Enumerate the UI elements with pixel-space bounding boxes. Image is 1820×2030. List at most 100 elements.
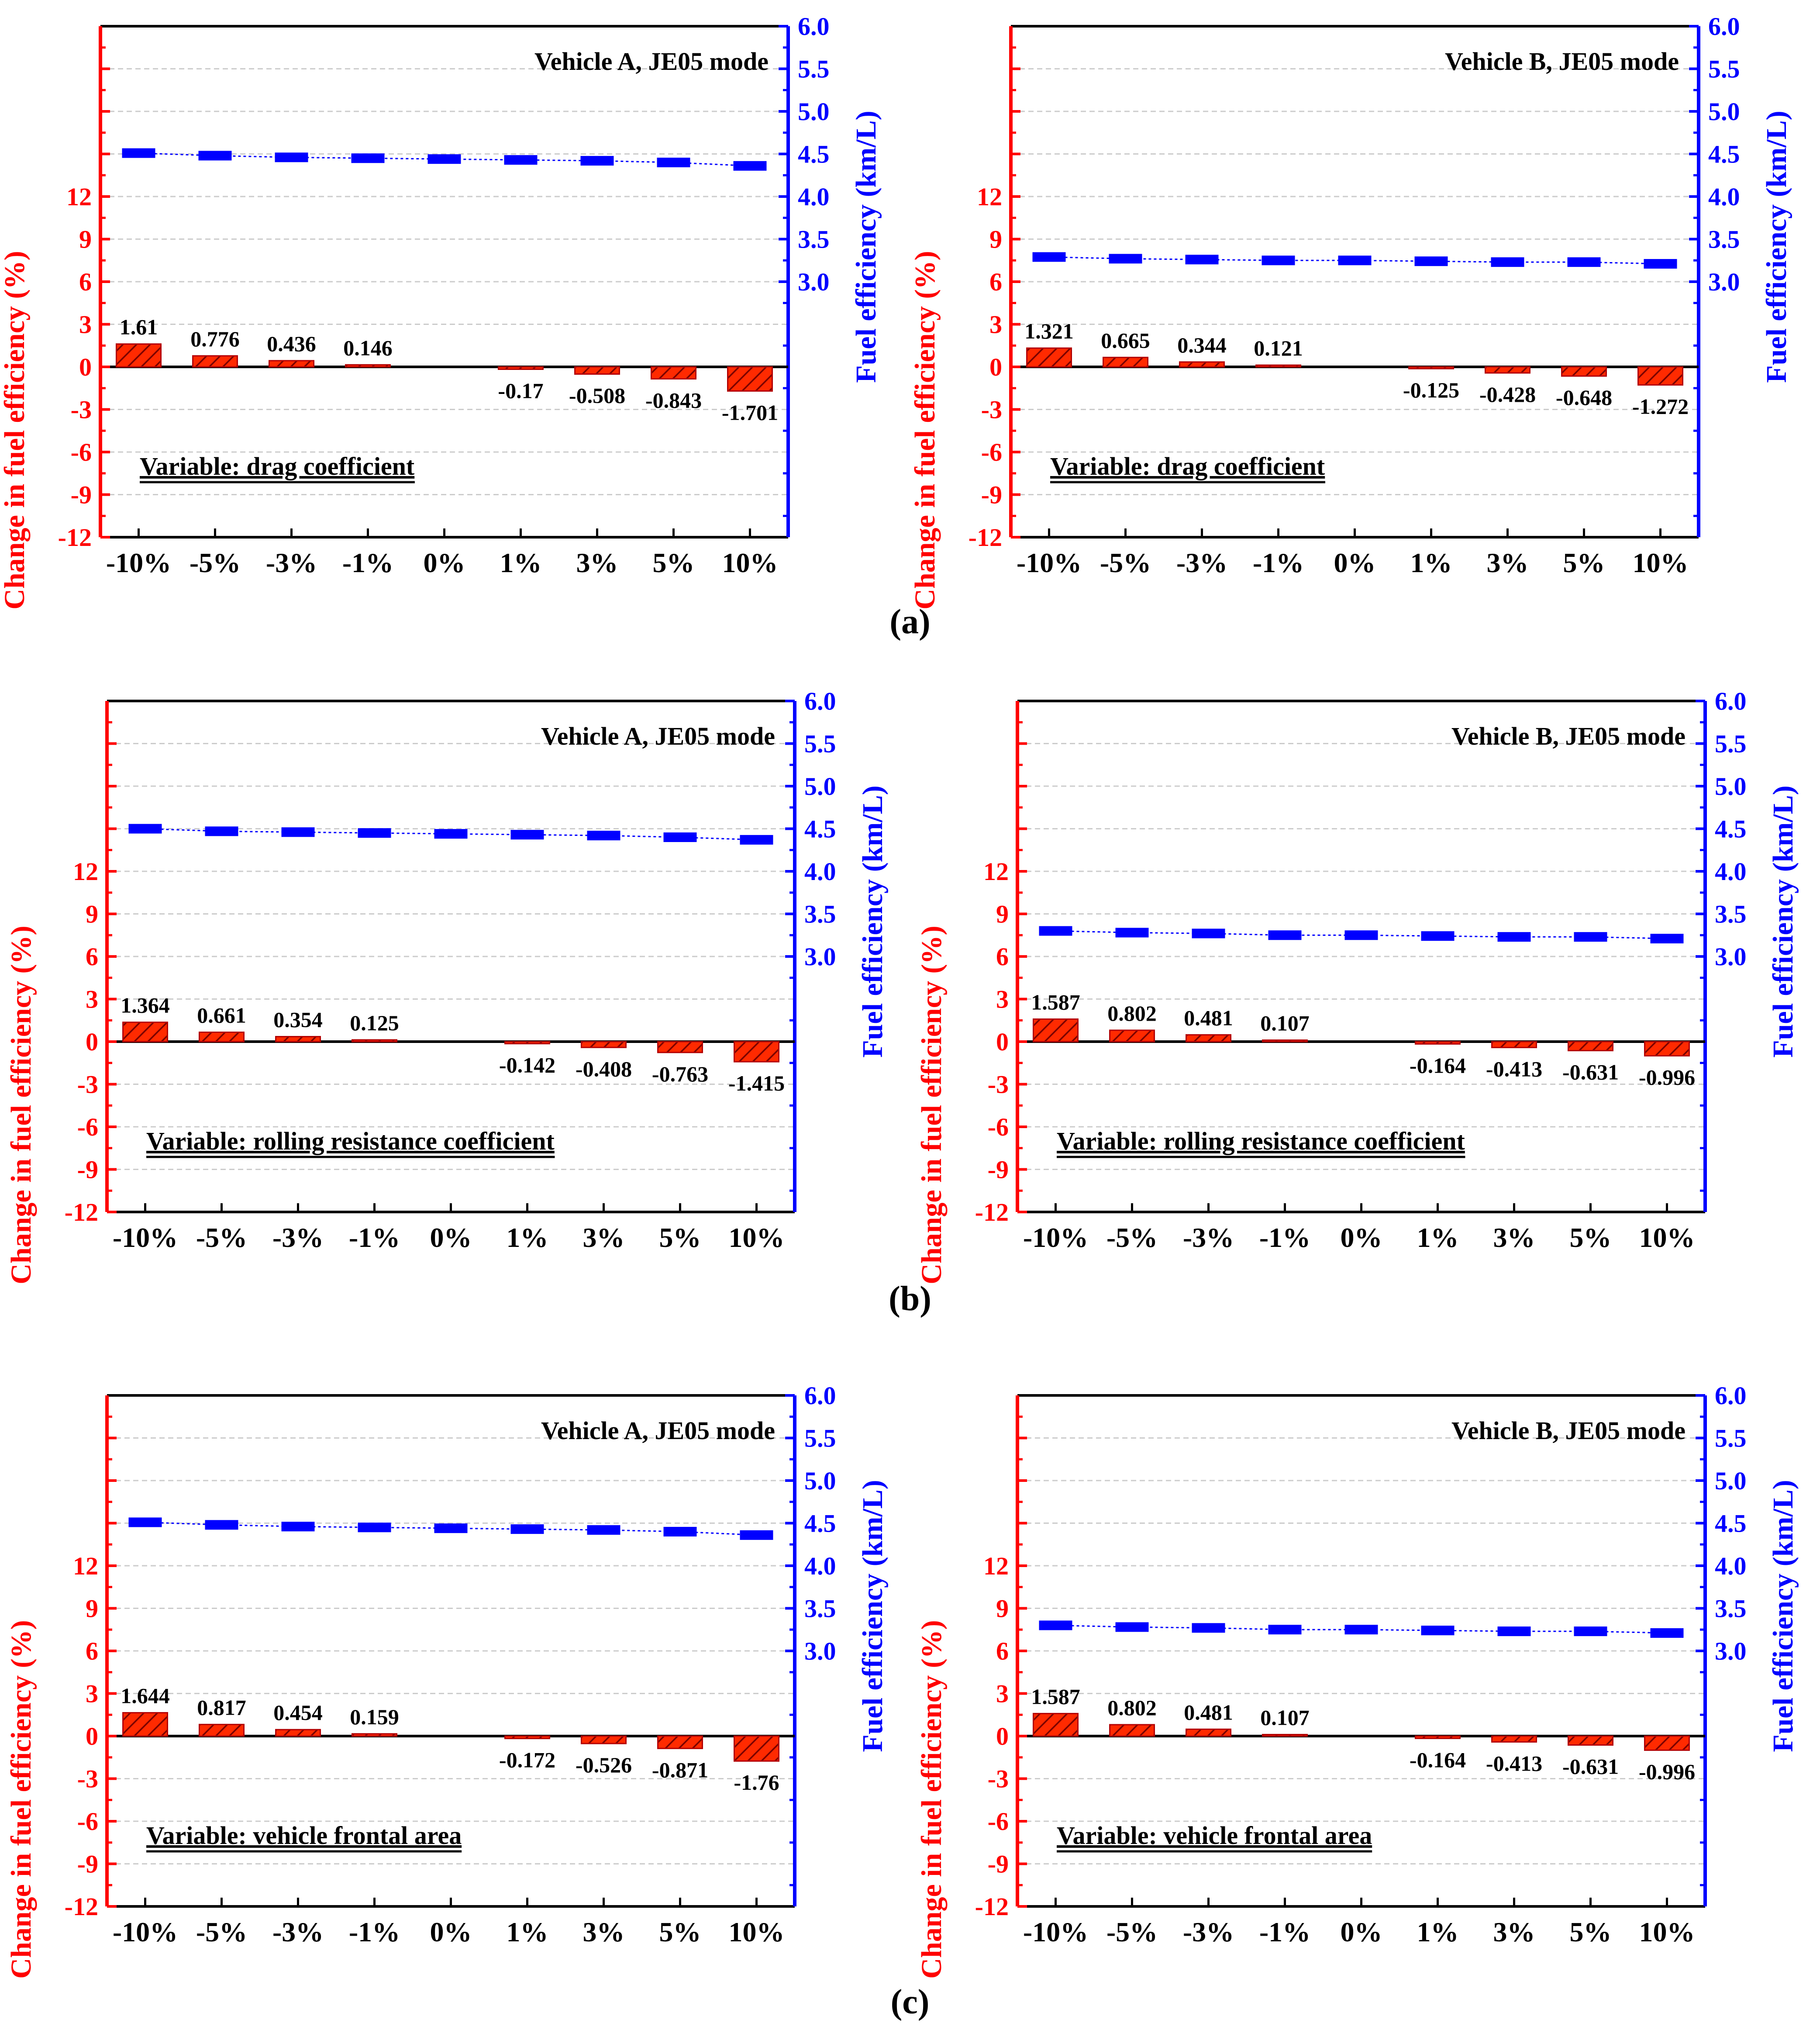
chart-title: Vehicle A, JE05 mode [541,722,775,750]
category-label: -3% [266,547,317,578]
bar [1263,1040,1307,1042]
bar-value-label: -0.142 [499,1053,555,1077]
bar [1256,365,1301,367]
category-label: 1% [1410,547,1452,578]
chart-title: Vehicle A, JE05 mode [541,1416,775,1445]
fuel-efficiency-marker [664,832,697,842]
right-tick-label: 3.0 [798,268,830,296]
bar-value-label: -0.648 [1556,385,1612,410]
fuel-efficiency-marker [1268,1625,1302,1634]
category-label: 3% [1493,1916,1535,1947]
right-axis-title: Fuel efficiency (km/L) [1767,785,1799,1057]
bar-value-label: 0.107 [1260,1705,1310,1730]
right-tick-label: 4.5 [798,140,830,169]
left-tick-label: -9 [77,1850,98,1878]
left-tick-label: -3 [981,396,1002,424]
bar-value-label: 0.454 [273,1700,323,1725]
left-axis-title: Change in fuel efficiency (%) [0,251,31,609]
bar-value-label: -0.871 [652,1757,708,1782]
fuel-efficiency-marker [1568,257,1601,267]
category-label: -5% [1100,547,1151,578]
panel-label-b: (b) [889,1280,931,1318]
bar [1186,1035,1231,1042]
left-tick-label: -12 [975,1198,1009,1226]
bar [276,1730,321,1736]
bar [499,367,543,369]
category-label: 10% [1639,1222,1695,1253]
category-label: -1% [1259,1222,1310,1253]
left-tick-label: 6 [989,268,1002,296]
category-label: 0% [430,1222,472,1253]
bar-value-label: 0.776 [190,327,240,351]
category-label: -5% [190,547,241,578]
bar [505,1736,550,1739]
fuel-efficiency-marker [275,152,308,162]
bar [1645,1042,1689,1056]
left-axis-ticks: -12 -9 -6 -3 0 3 6 9 12 [975,722,1027,1226]
right-tick-label: 5.0 [1708,97,1740,126]
right-tick-label: 5.5 [1715,1424,1747,1453]
bar [1027,348,1072,367]
bar [1562,367,1606,376]
panel-label-c: (c) [891,1983,930,2021]
left-tick-label: 6 [86,1637,98,1665]
category-label: -3% [272,1222,324,1253]
left-tick-label: 3 [79,311,92,339]
left-tick-label: -3 [988,1070,1009,1099]
left-axis-title: Change in fuel efficiency (%) [916,925,948,1284]
right-tick-label: 5.0 [804,772,836,801]
fuel-efficiency-marker [1039,926,1072,936]
figure-canvas: -12-9-6-3036912 3.03.54.04.55.05.56.0 -10%… [0,0,1820,2028]
fuel-efficiency-markers [129,1518,773,1540]
fuel-efficiency-marker [1192,929,1225,938]
category-label: 3% [1487,547,1529,578]
bar [193,356,238,367]
bar [1263,1735,1307,1736]
category-label: -5% [196,1916,247,1947]
left-tick-label: -6 [77,1113,98,1141]
bar-value-label: -1.415 [728,1071,785,1095]
fuel-efficiency-marker [511,830,544,839]
category-label: -1% [349,1222,400,1253]
variable-annotation: Variable: drag coefficient [1050,452,1325,480]
bar [1416,1042,1460,1044]
category-label: -3% [272,1916,324,1947]
left-tick-label: -9 [981,481,1002,509]
bar-value-label: 0.802 [1107,1695,1157,1720]
category-label: -10% [1023,1916,1088,1947]
category-label: 10% [722,547,778,578]
right-tick-label: 6.0 [804,687,836,715]
fuel-efficiency-marker [1421,931,1455,941]
bar [728,367,772,391]
left-tick-label: -12 [975,1892,1009,1921]
bar-value-label: -1.272 [1632,394,1689,418]
right-axis-ticks: 3.0 3.5 4.0 4.5 5.0 5.5 6.0 [1689,12,1740,516]
left-axis-ticks: -12 -9 -6 -3 0 3 6 9 12 [969,48,1020,552]
right-tick-label: 3.0 [1715,942,1747,971]
left-tick-label: 6 [996,1637,1009,1665]
left-tick-label: -9 [988,1850,1009,1878]
bar [582,1042,626,1047]
fuel-efficiency-marker [434,1523,468,1533]
fuel-efficiency-marker [1268,930,1302,940]
fuel-efficiency-marker [1039,1621,1072,1630]
bar [658,1736,703,1748]
bar [1486,367,1530,373]
category-label: 5% [659,1222,701,1253]
chart-b-vehicle-b: -12 -9 -6 -3 0 3 6 9 12 3.0 3.5 4.0 4.5 5.0 5.5 6.0 -10%… [916,687,1799,1284]
bar [276,1036,321,1042]
bar-value-label: 0.661 [197,1003,246,1028]
fuel-efficiency-marker [1498,1626,1531,1636]
right-tick-label: 5.0 [804,1467,836,1495]
right-tick-label: 3.0 [1708,268,1740,296]
bar-value-label: -0.172 [499,1748,555,1772]
left-tick-label: 12 [73,1552,98,1580]
bar-value-label: 0.146 [343,335,393,360]
right-axis-title: Fuel efficiency (km/L) [857,785,889,1057]
left-tick-label: -12 [58,523,92,552]
bar-value-label: 0.344 [1177,333,1227,357]
bar [734,1736,779,1761]
fuel-efficiency-marker [1574,932,1607,942]
fuel-efficiency-marker [205,1520,238,1529]
chart-title: Vehicle B, JE05 mode [1451,722,1686,750]
